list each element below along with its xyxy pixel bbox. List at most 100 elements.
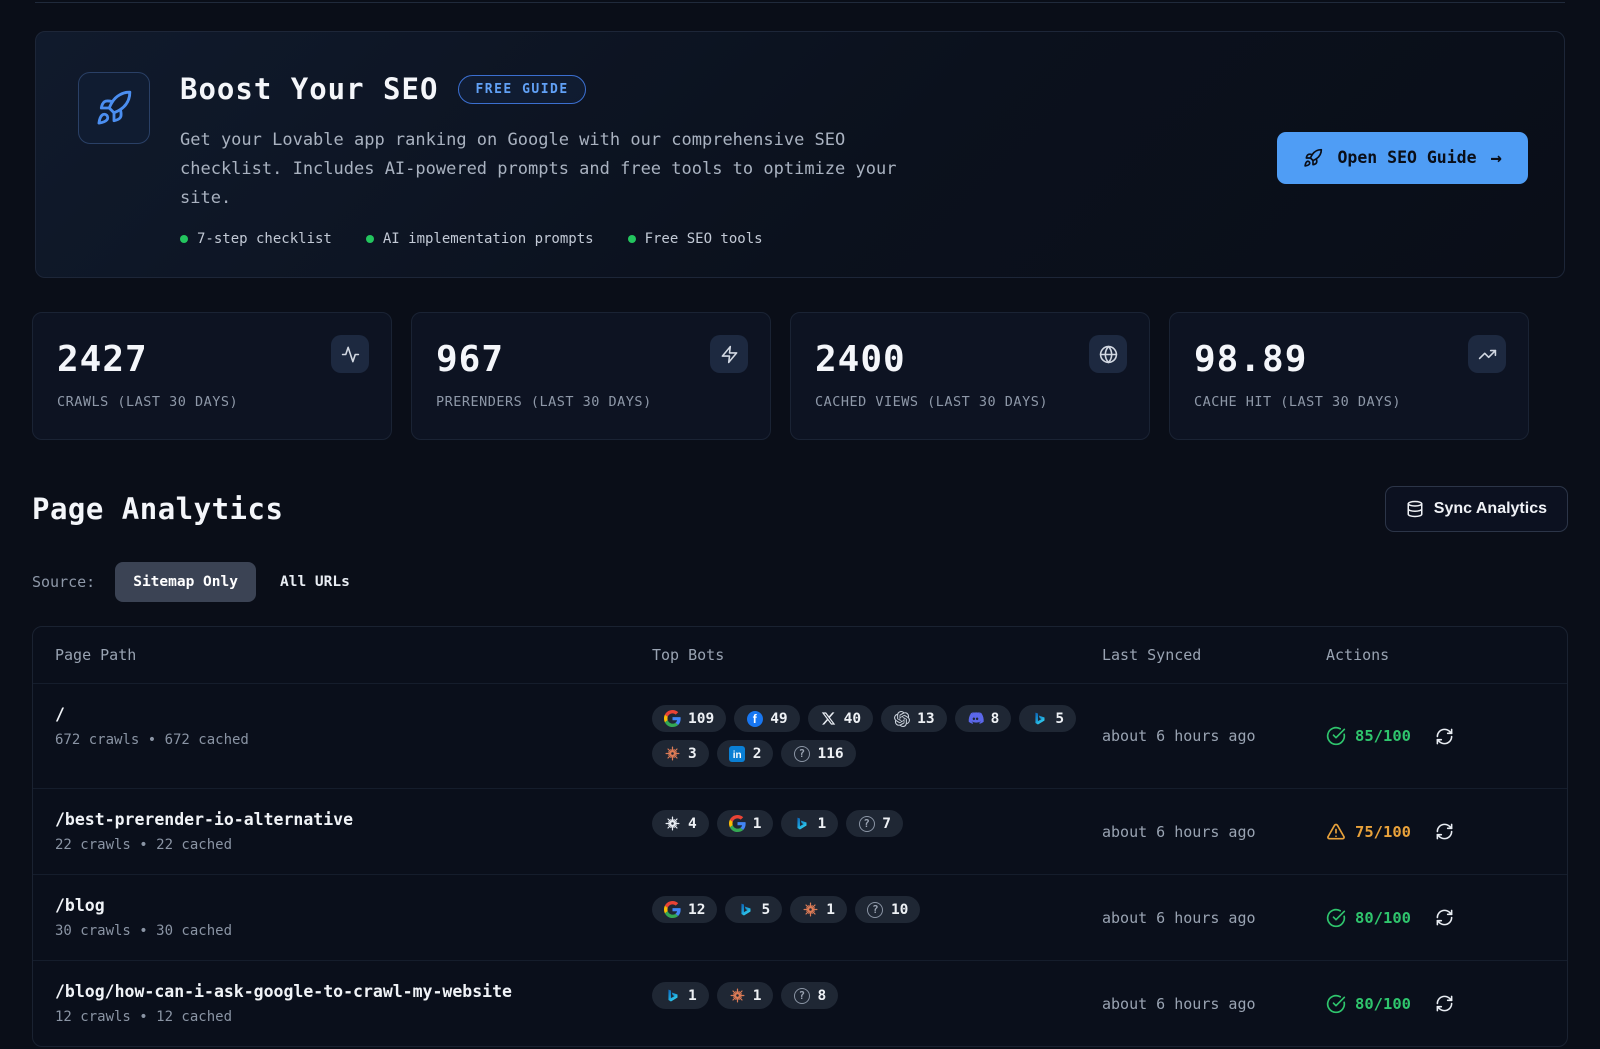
seo-guide-banner: Boost Your SEO FREE GUIDE Get your Lovab… — [35, 31, 1565, 278]
refresh-button[interactable] — [1435, 822, 1454, 841]
bing-icon — [664, 987, 681, 1004]
bot-badge: 109 — [652, 705, 727, 732]
linkedin-icon: in — [729, 745, 746, 762]
open-seo-guide-button[interactable]: Open SEO Guide → — [1277, 131, 1528, 184]
bot-badge: 3 — [652, 740, 709, 767]
stat-card-cache-hit: 98.89 CACHE HIT (LAST 30 DAYS) — [1169, 312, 1529, 440]
column-last-synced: Last Synced — [1102, 646, 1202, 664]
bot-badge: in 2 — [716, 740, 774, 767]
table-row: / 672 crawls • 672 cached 109 f 49 40 13 8 5 3 i… — [33, 683, 1567, 788]
bot-badge: f 49 — [734, 705, 800, 732]
refresh-icon — [1435, 994, 1454, 1013]
seo-score: 75/100 — [1326, 822, 1411, 842]
stat-card-crawls: 2427 CRAWLS (LAST 30 DAYS) — [32, 312, 392, 440]
bot-badge: ? 8 — [781, 982, 839, 1009]
feature-item: 7-step checklist — [180, 231, 332, 247]
table-row: /blog/how-can-i-ask-google-to-crawl-my-w… — [33, 960, 1567, 1046]
question-icon: ? — [858, 815, 875, 832]
bot-count: 1 — [817, 815, 827, 832]
bot-count: 1 — [688, 987, 697, 1004]
bot-badge: 1 — [781, 810, 839, 837]
bot-badge: 1 — [716, 982, 774, 1009]
source-option-sitemap-only[interactable]: Sitemap Only — [115, 562, 256, 602]
column-page-path: Page Path — [55, 646, 137, 664]
stat-value: 98.89 — [1194, 339, 1308, 380]
bot-badge: 40 — [807, 705, 874, 732]
page-path[interactable]: /blog/how-can-i-ask-google-to-crawl-my-w… — [55, 982, 512, 1001]
score-icon — [1326, 908, 1346, 928]
bot-badge: 4 — [652, 810, 709, 837]
bot-badge: 12 — [652, 896, 718, 923]
last-synced-value: about 6 hours ago — [1102, 994, 1256, 1013]
bot-count: 116 — [817, 745, 844, 762]
crawl-stats: 672 crawls • 672 cached — [55, 732, 249, 748]
database-icon — [1406, 500, 1424, 518]
globe-icon — [1089, 335, 1127, 373]
openai-icon — [893, 710, 910, 727]
last-synced-value: about 6 hours ago — [1102, 727, 1256, 745]
score-value: 85/100 — [1355, 727, 1411, 745]
stat-value: 2427 — [57, 339, 148, 380]
bot-badge: ? 116 — [781, 740, 856, 767]
green-dot-icon — [180, 235, 188, 243]
bot-badge: 5 — [725, 896, 783, 923]
refresh-button[interactable] — [1435, 994, 1454, 1013]
bot-count: 1 — [752, 815, 762, 832]
claude-icon — [664, 745, 681, 762]
feature-item: AI implementation prompts — [365, 231, 594, 247]
seo-score: 85/100 — [1326, 726, 1411, 746]
refresh-icon — [1435, 727, 1454, 746]
top-bots: 4 1 1? 7 — [652, 810, 1102, 853]
trending-up-icon — [1468, 335, 1506, 373]
bot-count: 8 — [990, 710, 1000, 727]
bot-badge: 1 — [790, 896, 847, 923]
stat-value: 2400 — [815, 339, 906, 380]
source-label: Source: — [32, 573, 96, 591]
seo-score: 80/100 — [1326, 994, 1411, 1014]
top-bots: 109 f 49 40 13 8 5 3 in 2? 116 — [652, 705, 1102, 767]
table-header: Page Path Top Bots Last Synced Actions — [33, 627, 1567, 683]
crawl-stats: 22 crawls • 22 cached — [55, 837, 233, 853]
claude-icon — [729, 987, 746, 1004]
stat-card-cached-views: 2400 CACHED VIEWS (LAST 30 DAYS) — [790, 312, 1150, 440]
page-path[interactable]: /best-prerender-io-alternative — [55, 810, 354, 829]
top-bots: 12 5 1? 10 — [652, 896, 1102, 939]
score-icon — [1326, 994, 1346, 1014]
sync-analytics-button[interactable]: Sync Analytics — [1384, 486, 1568, 532]
table-body: / 672 crawls • 672 cached 109 f 49 40 13 8 5 3 i… — [33, 683, 1567, 1046]
refresh-icon — [1435, 822, 1454, 841]
bot-count: 3 — [688, 745, 697, 762]
page-path[interactable]: /blog — [55, 896, 105, 915]
page-path[interactable]: / — [55, 705, 65, 724]
page-analytics-title: Page Analytics — [32, 492, 284, 526]
bot-badge: 5 — [1019, 705, 1077, 732]
bot-count: 40 — [843, 710, 862, 727]
page-analytics-table: Page Path Top Bots Last Synced Actions /… — [32, 626, 1568, 1047]
rocket-icon — [1303, 148, 1323, 168]
bing-icon — [793, 815, 810, 832]
bot-count: 109 — [688, 710, 715, 727]
crawl-stats: 12 crawls • 12 cached — [55, 1009, 233, 1025]
score-icon — [1326, 726, 1346, 746]
refresh-icon — [1435, 908, 1454, 927]
column-top-bots: Top Bots — [652, 646, 725, 664]
table-row: /best-prerender-io-alternative 22 crawls… — [33, 788, 1567, 874]
bing-icon — [737, 901, 754, 918]
rocket-icon — [78, 72, 150, 144]
refresh-button[interactable] — [1435, 727, 1454, 746]
bot-badge: 8 — [954, 705, 1012, 732]
last-synced-value: about 6 hours ago — [1102, 908, 1256, 927]
bot-count: 49 — [770, 710, 788, 727]
bot-count: 5 — [1055, 710, 1065, 727]
banner-description: Get your Lovable app ranking on Google w… — [180, 130, 897, 208]
stat-value: 967 — [436, 339, 505, 380]
refresh-button[interactable] — [1435, 908, 1454, 927]
bot-count: 7 — [882, 815, 891, 832]
x-icon — [820, 710, 837, 727]
question-icon: ? — [793, 745, 810, 762]
bot-badge: ? 7 — [846, 810, 903, 837]
bot-count: 8 — [817, 987, 827, 1004]
bot-count: 4 — [688, 815, 697, 832]
source-option-all-urls[interactable]: All URLs — [270, 562, 360, 602]
stat-label: CACHE HIT (LAST 30 DAYS) — [1194, 394, 1402, 410]
